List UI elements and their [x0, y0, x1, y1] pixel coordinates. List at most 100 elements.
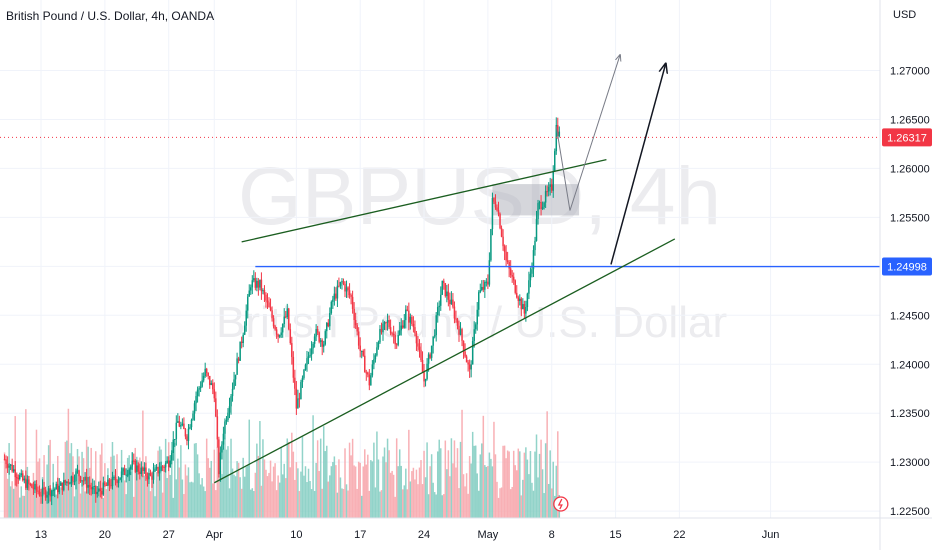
candle-body: [110, 485, 112, 487]
volume-bar: [528, 474, 530, 518]
candle-body: [205, 368, 208, 373]
volume-bar: [356, 488, 358, 518]
candle-body: [436, 307, 439, 316]
volume-bar: [166, 478, 168, 518]
candle-body: [509, 268, 512, 276]
volume-bar: [8, 443, 10, 518]
volume-bar: [75, 469, 77, 518]
candle-body: [301, 377, 304, 383]
volume-bar: [155, 472, 158, 518]
last-price-badge-label: 1.26317: [887, 132, 927, 144]
candle-body: [243, 325, 246, 335]
candle-body: [462, 340, 465, 352]
volume-bar: [309, 481, 311, 518]
volume-bar: [114, 471, 117, 518]
volume-bar: [462, 474, 465, 518]
volume-bar: [49, 439, 51, 518]
candle-body: [388, 320, 390, 328]
candle-body: [494, 201, 497, 208]
price-tick-label: 1.27000: [890, 66, 930, 78]
volume-bar: [506, 450, 509, 518]
candle-body: [333, 293, 336, 300]
volume-bar: [44, 493, 47, 518]
volume-bar: [374, 487, 377, 518]
candle-body: [303, 369, 305, 378]
candle-body: [123, 468, 126, 475]
volume-bar: [345, 484, 348, 518]
candle-body: [63, 480, 65, 491]
volume-bar: [392, 474, 395, 518]
candle-body: [108, 479, 111, 486]
volume-bar: [102, 497, 105, 518]
candle-body: [262, 290, 264, 292]
candle-body: [368, 374, 371, 386]
candle-body: [253, 278, 255, 281]
volume-bar: [248, 419, 251, 518]
volume-bar: [291, 432, 293, 518]
lightning-glyph: [557, 498, 563, 510]
volume-bar: [398, 449, 401, 518]
volume-bar: [333, 456, 336, 518]
price-tick-label: 1.23000: [890, 457, 930, 469]
volume-bar: [227, 446, 229, 518]
candle-body: [458, 325, 460, 335]
candle-body: [313, 336, 316, 344]
candle-body: [184, 429, 187, 437]
candle-body: [225, 419, 228, 422]
volume-bar: [26, 466, 29, 518]
candle-body: [461, 329, 463, 341]
symbol-title[interactable]: British Pound / U.S. Dollar, 4h, OANDA: [6, 9, 215, 23]
volume-bar: [95, 451, 97, 518]
candle-body: [90, 487, 92, 490]
volume-bar: [196, 454, 199, 518]
zones: [492, 184, 580, 216]
volume-bar: [517, 448, 520, 518]
candle-body: [170, 452, 173, 461]
candle-body: [193, 403, 196, 414]
candle-body: [9, 464, 12, 466]
volume-bar: [298, 491, 301, 518]
volume-bar: [491, 466, 494, 518]
volume-bar: [476, 473, 478, 518]
drawings: [0, 55, 880, 484]
volume-bar: [411, 471, 413, 518]
candle-body: [531, 269, 533, 274]
candle-body: [85, 476, 88, 488]
volume-bar: [440, 448, 442, 518]
candle-body: [456, 318, 459, 326]
candle-body: [499, 213, 501, 229]
candle-body: [534, 240, 536, 251]
candle-body: [339, 281, 342, 286]
candle-body: [400, 325, 402, 331]
volume-bar: [449, 476, 451, 518]
volume-bar: [494, 454, 497, 518]
volume-bar: [157, 450, 159, 518]
candle-body: [496, 207, 498, 211]
volume-bar: [265, 469, 267, 518]
candle-body: [452, 299, 454, 307]
volume-bar: [190, 481, 193, 518]
volume-bar: [158, 446, 161, 518]
volume-bar: [359, 462, 361, 518]
volume-bar: [341, 488, 343, 518]
volume-bar: [218, 471, 220, 518]
candle-body: [289, 329, 292, 344]
candle-body: [356, 325, 358, 332]
candle-body: [234, 374, 237, 380]
volume-bar: [549, 450, 551, 518]
volume-bar: [435, 494, 437, 518]
candle-body: [535, 219, 538, 241]
volume-bar: [412, 467, 415, 518]
candle-body: [284, 316, 287, 318]
candle-body: [158, 470, 161, 474]
currency-label[interactable]: USD: [893, 9, 917, 21]
volume-bar: [502, 445, 504, 518]
volume-bar: [31, 483, 33, 518]
candle-body: [487, 281, 489, 285]
projection-arrow-major: [610, 64, 666, 265]
volume-bar: [96, 494, 99, 518]
volume-bar: [164, 438, 167, 518]
volume-bar: [473, 445, 475, 518]
